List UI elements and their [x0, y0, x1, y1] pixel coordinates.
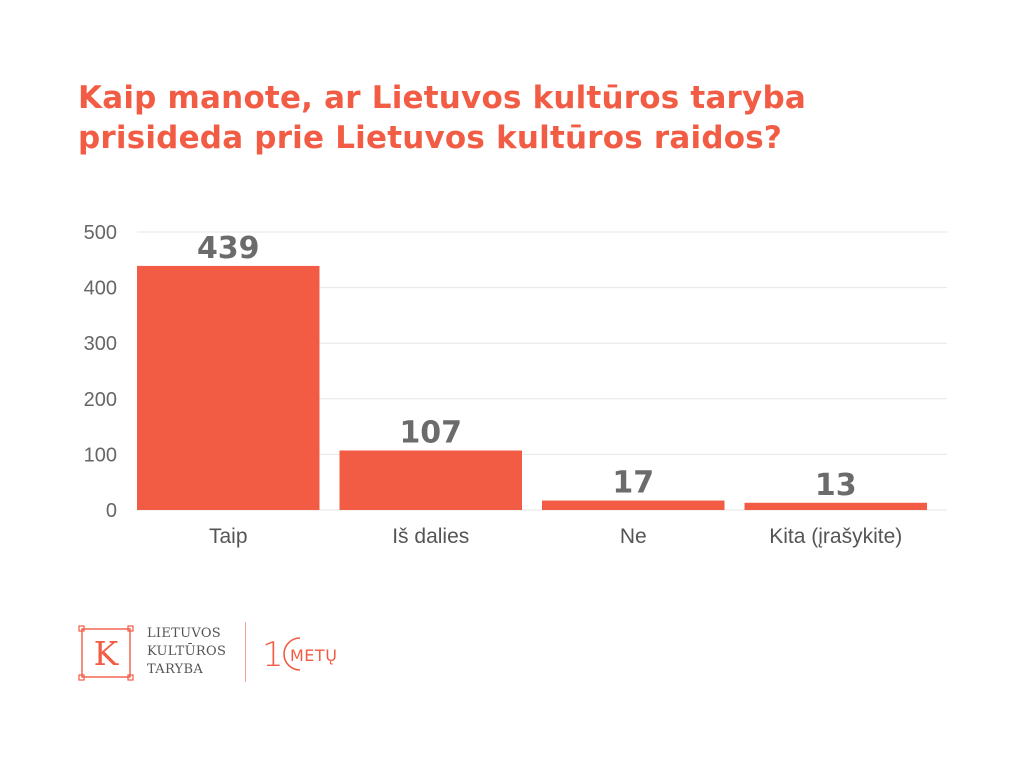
- y-tick-label: 0: [106, 500, 117, 522]
- footer-branding: K LIETUVOS KULTŪROS TARYBA 1 METŲ: [78, 622, 398, 684]
- y-tick-label: 100: [84, 444, 117, 466]
- anniversary-word: METŲ: [290, 646, 337, 665]
- org-name-line-1: LIETUVOS: [147, 626, 222, 641]
- data-label: 107: [399, 416, 462, 451]
- ten-years-badge-icon: 1 METŲ: [262, 635, 337, 674]
- k-frame-logo-icon: K: [78, 625, 134, 681]
- bar: [137, 265, 320, 510]
- bar-chart: 0 100 200 300 400 500 439 Taip 107 Iš dalies 17 Ne 1…: [84, 222, 947, 548]
- data-label: 439: [197, 231, 260, 266]
- x-tick-label: Ne: [620, 525, 647, 548]
- y-tick-label: 500: [84, 222, 117, 244]
- chart-title: Kaip manote, ar Lietuvos kultūros taryba…: [78, 78, 978, 158]
- org-name: LIETUVOS KULTŪROS TARYBA: [147, 625, 226, 679]
- y-tick-label: 200: [84, 389, 117, 411]
- chart-title-line-2: prisideda prie Lietuvos kultūros raidos?: [78, 120, 783, 156]
- data-label: 17: [612, 466, 654, 501]
- x-tick-label: Taip: [209, 525, 248, 548]
- anniversary-digit: 1: [262, 635, 284, 674]
- chart-title-line-1: Kaip manote, ar Lietuvos kultūros taryba: [78, 80, 806, 116]
- y-tick-label: 300: [84, 333, 117, 355]
- logo-letter: K: [94, 634, 120, 673]
- bar: [744, 502, 927, 510]
- x-tick-label: Iš dalies: [392, 525, 469, 548]
- x-tick-label: Kita (įrašykite): [769, 525, 902, 548]
- bar: [339, 450, 522, 510]
- bar: [542, 500, 725, 510]
- y-tick-label: 400: [84, 278, 117, 300]
- data-label: 13: [815, 468, 857, 503]
- org-name-line-2: KULTŪROS: [147, 644, 227, 659]
- org-name-line-3: TARYBA: [147, 662, 204, 677]
- footer-divider: [245, 622, 246, 682]
